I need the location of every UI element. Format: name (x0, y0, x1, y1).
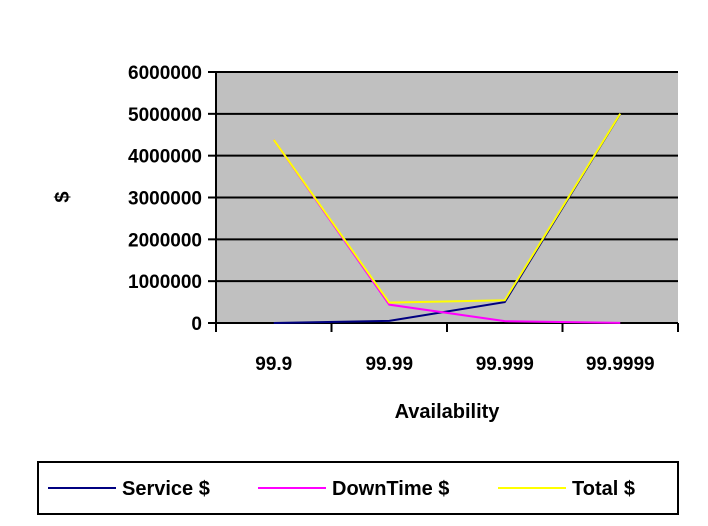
y-axis-title: $ (52, 191, 74, 202)
x-axis-title: Availability (395, 401, 501, 423)
series-line-total (272, 113, 622, 304)
legend-label: Service $ (122, 478, 210, 500)
legend: Service $ DownTime $ Total $ (37, 461, 679, 515)
x-tick-labels: 99.9 99.99 99.999 99.9999 (255, 354, 654, 375)
x-tick-label: 99.999 (476, 354, 534, 375)
series-lines (272, 113, 622, 324)
x-tick-label: 99.99 (365, 354, 413, 375)
y-tick-label: 2000000 (128, 230, 202, 251)
legend-box (37, 461, 679, 515)
y-tick-labels: 6000000 5000000 4000000 3000000 2000000 10000… (128, 63, 202, 335)
x-tick-label: 99.9 (255, 354, 292, 375)
x-tick-label: 99.9999 (586, 354, 655, 375)
legend-label: Total $ (572, 478, 635, 500)
y-tick-label: 4000000 (128, 147, 202, 168)
y-tick-label: 6000000 (128, 63, 202, 84)
y-tick-label: 0 (191, 314, 202, 335)
y-tick-label: 3000000 (128, 189, 202, 210)
y-tick-label: 1000000 (128, 272, 202, 293)
legend-label: DownTime $ (332, 478, 449, 500)
y-tick-label: 5000000 (128, 105, 202, 126)
